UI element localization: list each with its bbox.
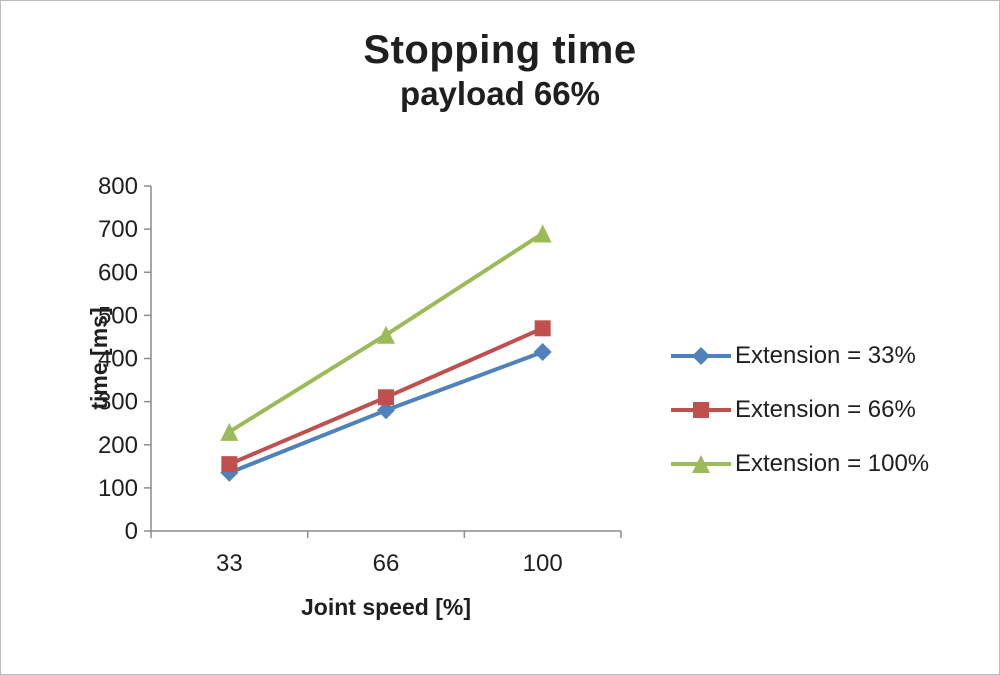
legend-marker-square-icon bbox=[671, 402, 731, 418]
legend-label: Extension = 66% bbox=[735, 396, 916, 423]
svg-text:100: 100 bbox=[523, 550, 563, 577]
legend-item: Extension = 100% bbox=[669, 449, 929, 479]
legend-marker-diamond-icon bbox=[671, 347, 731, 365]
title-block: Stopping time payload 66% bbox=[1, 1, 999, 114]
legend: Extension = 33% Extension = 66% Extension … bbox=[669, 341, 929, 479]
svg-text:800: 800 bbox=[98, 173, 138, 200]
chart-title: Stopping time bbox=[363, 28, 637, 72]
svg-text:500: 500 bbox=[98, 302, 138, 329]
legend-item: Extension = 66% bbox=[669, 395, 929, 425]
svg-text:Joint speed [%]: Joint speed [%] bbox=[301, 594, 471, 620]
svg-text:600: 600 bbox=[98, 259, 138, 286]
svg-text:400: 400 bbox=[98, 346, 138, 373]
chart-area: 0 100 200 300 400 500 600 700 800 33 66 100 time [ms… bbox=[1, 151, 999, 651]
svg-text:700: 700 bbox=[98, 216, 138, 243]
svg-text:0: 0 bbox=[125, 518, 138, 545]
svg-text:33: 33 bbox=[216, 550, 243, 577]
legend-marker-triangle-icon bbox=[671, 455, 731, 473]
svg-text:300: 300 bbox=[98, 389, 138, 416]
legend-item: Extension = 33% bbox=[669, 341, 929, 371]
legend-label: Extension = 33% bbox=[735, 342, 916, 369]
line-chart-plot: 0 100 200 300 400 500 600 700 800 33 66 100 time [ms… bbox=[86, 173, 622, 620]
svg-text:200: 200 bbox=[98, 432, 138, 459]
svg-text:time [ms]: time [ms] bbox=[86, 307, 112, 409]
svg-text:66: 66 bbox=[373, 550, 400, 577]
svg-text:100: 100 bbox=[98, 475, 138, 502]
legend-label: Extension = 100% bbox=[735, 450, 930, 477]
chart-subtitle: payload 66% bbox=[400, 75, 600, 112]
